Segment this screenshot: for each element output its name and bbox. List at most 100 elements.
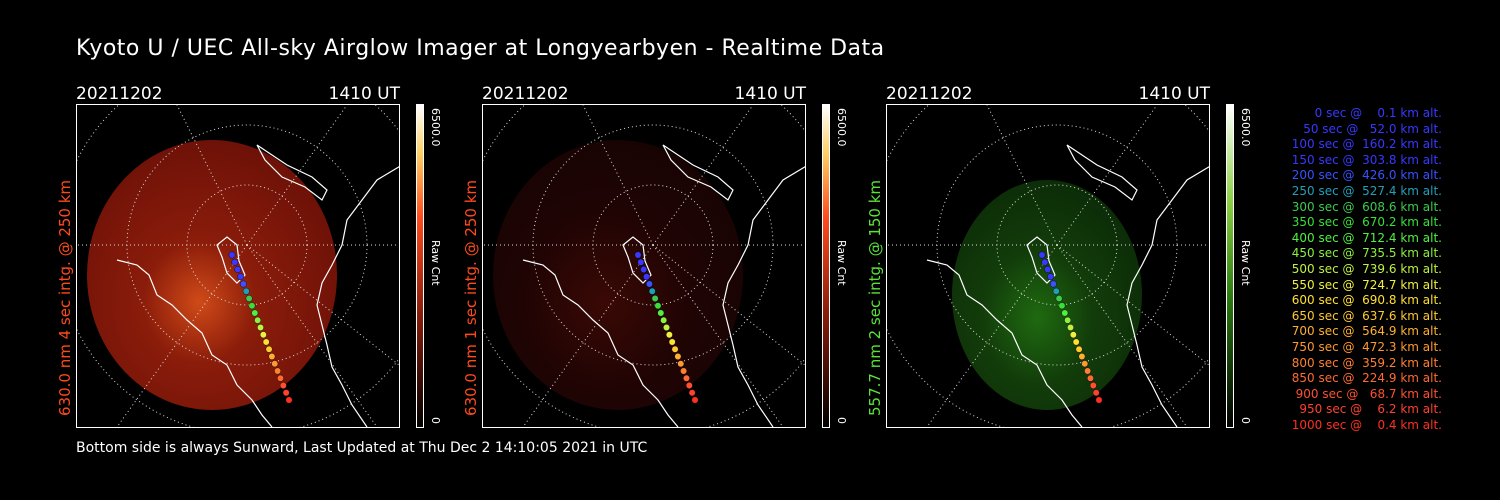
trajectory-point	[1064, 316, 1072, 324]
legend-row: 550 sec @ 724.7 km alt.	[1287, 277, 1442, 292]
trajectory-point	[1081, 360, 1089, 368]
panel-time: 1410 UT	[734, 84, 807, 104]
trajectory-point	[637, 258, 645, 266]
trajectory-point	[1087, 374, 1094, 382]
trajectory-point	[228, 251, 236, 259]
coastline	[926, 259, 1083, 427]
trajectory-point	[245, 295, 253, 302]
trajectory-point	[1072, 338, 1080, 346]
legend-row: 50 sec @ 52.0 km alt.	[1295, 121, 1442, 136]
trajectory-point	[242, 287, 250, 295]
trajectory-point	[1078, 353, 1086, 360]
colorbar-min: 0	[1239, 417, 1252, 424]
trajectory-point	[683, 374, 690, 382]
colorbar	[822, 104, 830, 428]
coastline	[116, 259, 273, 427]
trajectory-point	[279, 382, 287, 389]
legend-row: 650 sec @ 637.6 km alt.	[1287, 308, 1442, 323]
colorbar-unit: Raw Cnt	[1239, 240, 1252, 286]
trajectory-point	[691, 396, 699, 404]
legend-row: 300 sec @ 608.6 km alt.	[1287, 199, 1442, 214]
colorbar-unit: Raw Cnt	[835, 240, 848, 286]
coastline	[1126, 166, 1209, 427]
trajectory-point	[1084, 367, 1092, 375]
trajectory-point	[239, 280, 247, 288]
trajectory-point	[660, 316, 668, 324]
trajectory-point	[1038, 251, 1046, 259]
legend-row: 500 sec @ 739.6 km alt.	[1287, 261, 1442, 276]
legend-row: 1000 sec @ 0.4 km alt.	[1291, 417, 1442, 432]
coastline	[256, 144, 328, 201]
trajectory-point	[651, 295, 659, 302]
trajectory-point	[688, 389, 696, 397]
allsky-image	[886, 104, 1210, 428]
trajectory-point	[1055, 295, 1063, 302]
wavelength-label: 557.7 nm 2 sec intg. @ 150 km	[866, 179, 884, 416]
legend-row: 400 sec @ 712.4 km alt.	[1287, 230, 1442, 245]
allsky-image-svg	[887, 105, 1209, 427]
colorbar	[1226, 104, 1234, 428]
trajectory-point	[1061, 309, 1069, 317]
coastline	[1066, 144, 1138, 201]
trajectory-point	[680, 367, 688, 375]
legend-row: 700 sec @ 564.9 km alt.	[1287, 324, 1442, 339]
legend-row: 750 sec @ 472.3 km alt.	[1287, 339, 1442, 354]
trajectory-point	[251, 309, 259, 317]
trajectory-point	[254, 316, 262, 324]
legend-row: 150 sec @ 303.8 km alt.	[1287, 152, 1442, 167]
colorbar-unit: Raw Cnt	[429, 240, 442, 286]
trajectory-point	[1069, 331, 1077, 339]
legend-row: 100 sec @ 160.2 km alt.	[1287, 137, 1442, 152]
trajectory-point	[1047, 273, 1054, 281]
trajectory-point	[643, 273, 650, 281]
trajectory-point	[259, 331, 267, 339]
colorbar	[416, 104, 424, 428]
colorbar-max: 6500.0	[1239, 108, 1252, 147]
sky-disk	[493, 140, 743, 410]
trajectory-point	[257, 324, 264, 331]
trajectory-point	[1095, 396, 1103, 404]
trajectory-point	[668, 338, 676, 346]
wavelength-label: 630.0 nm 1 sec intg. @ 250 km	[462, 179, 480, 416]
colorbar-max: 6500.0	[835, 108, 848, 147]
trajectory-point	[1075, 345, 1083, 353]
trajectory-point	[237, 273, 244, 281]
trajectory-point	[654, 302, 662, 310]
coastline	[722, 166, 805, 427]
allsky-image-svg	[77, 105, 399, 427]
allsky-image	[482, 104, 806, 428]
legend-row: 950 sec @ 6.2 km alt.	[1295, 402, 1442, 417]
trajectory-point	[674, 353, 682, 360]
trajectory-point	[277, 374, 284, 382]
coastline	[216, 236, 246, 284]
trajectory-point	[1049, 280, 1057, 288]
legend-row: 350 sec @ 670.2 km alt.	[1287, 215, 1442, 230]
legend-row: 250 sec @ 527.4 km alt.	[1287, 183, 1442, 198]
wavelength-label: 630.0 nm 4 sec intg. @ 250 km	[56, 179, 74, 416]
trajectory-point	[234, 266, 242, 273]
panel-time: 1410 UT	[328, 84, 401, 104]
colorbar-min: 0	[429, 417, 442, 424]
image-panel-2: 20211202 1410 UT 630.0 nm 1 sec intg. @ …	[462, 84, 848, 430]
panel-time: 1410 UT	[1138, 84, 1211, 104]
trajectory-point	[265, 345, 273, 353]
trajectory-point	[1067, 324, 1074, 331]
trajectory-point	[285, 396, 293, 404]
trajectory-point	[248, 302, 256, 310]
legend-row: 450 sec @ 735.5 km alt.	[1287, 246, 1442, 261]
coastline	[1026, 236, 1056, 284]
coastline	[316, 166, 399, 427]
legend-row: 200 sec @ 426.0 km alt.	[1287, 168, 1442, 183]
legend-row: 850 sec @ 224.9 km alt.	[1287, 371, 1442, 386]
panel-date: 20211202	[76, 84, 163, 104]
trajectory-point	[1058, 302, 1066, 310]
trajectory-point	[282, 389, 290, 397]
trajectory-point	[1041, 258, 1049, 266]
legend-row: 900 sec @ 68.7 km alt.	[1291, 386, 1442, 401]
legend-row: 600 sec @ 690.8 km alt.	[1287, 293, 1442, 308]
trajectory-point	[634, 251, 642, 259]
colorbar-min: 0	[835, 417, 848, 424]
trajectory-point	[1044, 266, 1052, 273]
trajectory-point	[271, 360, 279, 368]
trajectory-point	[685, 382, 693, 389]
